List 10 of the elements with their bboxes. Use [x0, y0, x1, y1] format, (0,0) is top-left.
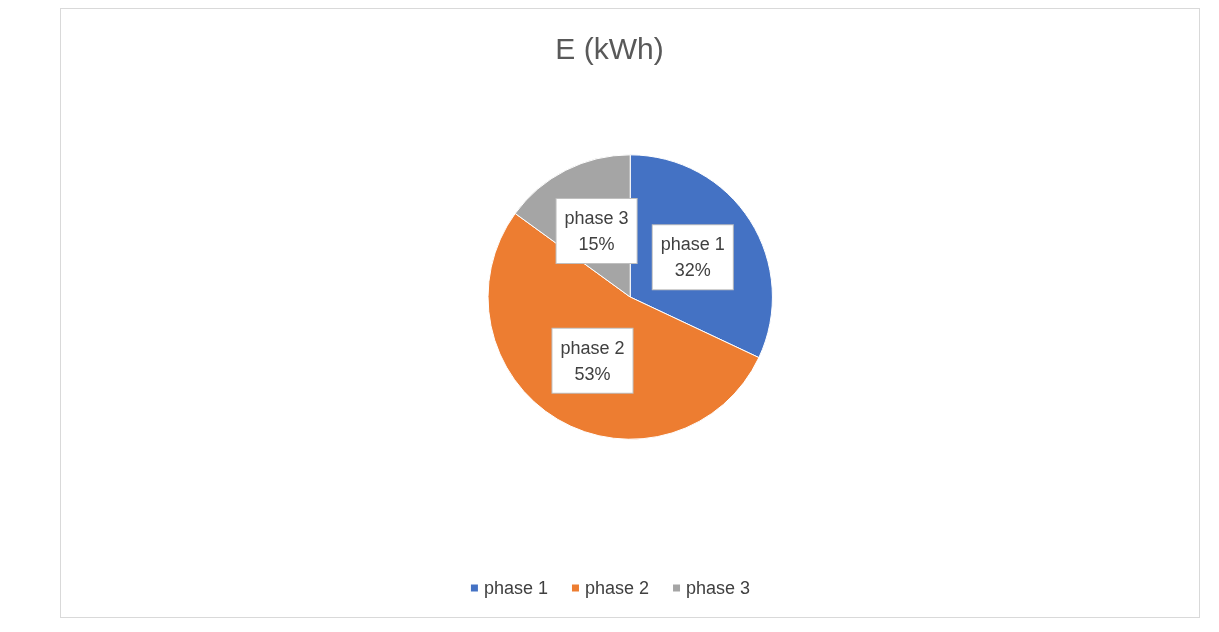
legend-label: phase 2	[584, 578, 650, 598]
slice-label: phase 2	[560, 337, 625, 358]
slice-label: phase 1	[660, 234, 725, 255]
legend-label: phase 3	[686, 578, 751, 598]
legend-label: phase 1	[483, 578, 548, 598]
slice-label: phase 3	[564, 208, 629, 229]
data-label: 15%	[578, 234, 615, 255]
data-label: 32%	[674, 260, 711, 281]
chart-title: E (kWh)	[555, 31, 664, 65]
data-label: 53%	[574, 363, 611, 384]
